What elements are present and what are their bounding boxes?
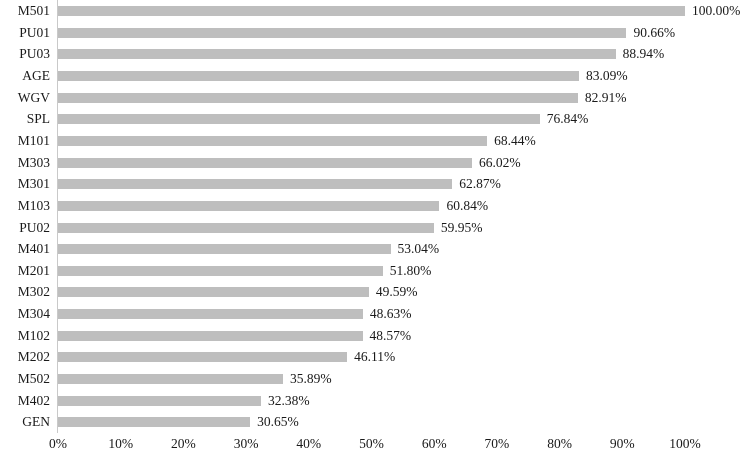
bar [58,92,578,103]
value-label: 30.65% [257,414,299,430]
x-tick-label: 20% [171,436,196,451]
y-axis-line [57,0,58,433]
category-label: M502 [17,371,50,387]
value-label: 66.02% [478,154,521,170]
category-label: M301 [17,176,50,192]
bar-row: M101 68.44% [0,130,749,152]
category-label: M202 [17,349,50,365]
bar [58,417,251,428]
value-label: 82.91% [584,89,627,105]
bar-row: M304 48.63% [0,303,749,325]
bar-row: M401 53.04% [0,238,749,260]
value-label: 68.44% [494,132,536,148]
category-label: M102 [17,327,50,343]
bar [58,200,440,211]
bar-row: GEN 30.65% [0,411,749,433]
category-label: M401 [17,241,50,257]
bar-row: M102 48.57% [0,325,749,347]
x-tick-label: 70% [484,436,510,451]
x-tick-label: 80% [547,436,572,451]
bar [58,265,383,276]
x-tick-label: 30% [233,436,259,451]
bar-row: AGE 83.09% [0,65,749,87]
value-label: 76.84% [546,111,589,127]
bar-row: M501 100.00% [0,0,749,22]
x-tick-label: 60% [421,436,447,451]
bar-row: M502 35.89% [0,368,749,390]
value-label: 46.11% [354,349,396,365]
value-label: 49.59% [375,284,418,300]
category-label: M103 [17,197,50,213]
bar [58,179,453,190]
x-tick-label: 100% [669,436,701,451]
bar-row: WGV 82.91% [0,87,749,109]
bar-row: PU02 59.95% [0,217,749,239]
category-label: WGV [17,89,50,105]
bar [58,287,369,298]
value-label: 48.57% [369,327,412,343]
bar-row: M202 46.11% [0,346,749,368]
bar [58,157,472,168]
bar-row: M302 49.59% [0,281,749,303]
category-label: PU02 [19,219,50,235]
bar [58,395,262,406]
x-tick-label: 0% [49,436,67,451]
x-tick-label: 50% [359,436,384,451]
bar [58,70,579,81]
value-label: 53.04% [397,241,440,257]
x-axis-tick-labels: 0% 10% 20% 30% 40% 50% 60% 70% 80% 90% 100% [0,436,749,456]
bar [58,244,391,255]
value-label: 51.80% [389,262,432,278]
bar [58,135,488,146]
category-label: M302 [17,284,50,300]
category-label: M101 [17,132,50,148]
category-label: PU03 [19,46,50,62]
bar-row: M301 62.87% [0,173,749,195]
value-label: 90.66% [633,24,676,40]
category-label: GEN [22,414,50,430]
bar [58,309,363,320]
category-label: M304 [17,306,50,322]
value-label: 100.00% [692,3,741,18]
bar-row: SPL 76.84% [0,108,749,130]
value-label: 62.87% [459,176,501,192]
value-label: 83.09% [585,67,628,83]
bar-row: M402 32.38% [0,390,749,412]
bar [58,352,348,363]
plot-area: M501 100.00% PU01 90.66% PU03 88.94% AGE… [0,0,749,433]
bar [58,114,540,125]
category-label: M501 [17,3,50,18]
category-label: M201 [17,262,50,278]
bar [58,374,284,385]
value-label: 32.38% [268,392,310,408]
x-tick-label: 10% [108,436,134,451]
bar-row: M103 60.84% [0,195,749,217]
bar [58,49,616,60]
value-label: 48.63% [369,306,412,322]
category-label: PU01 [19,24,50,40]
category-label: M402 [17,392,50,408]
bar [58,222,434,233]
bar [58,27,627,38]
bar-row: M201 51.80% [0,260,749,282]
value-label: 60.84% [446,197,489,213]
category-label: AGE [22,67,50,83]
bar-row: PU01 90.66% [0,22,749,44]
x-tick-label: 40% [296,436,322,451]
bar-row: PU03 88.94% [0,43,749,65]
value-label: 35.89% [290,371,332,387]
category-label: SPL [26,111,50,127]
bar [58,6,685,16]
x-tick-label: 90% [609,436,635,451]
bar-row: M303 66.02% [0,152,749,174]
value-label: 59.95% [440,219,483,235]
value-label: 88.94% [622,46,665,62]
category-label: M303 [17,154,50,170]
bar [58,330,363,341]
